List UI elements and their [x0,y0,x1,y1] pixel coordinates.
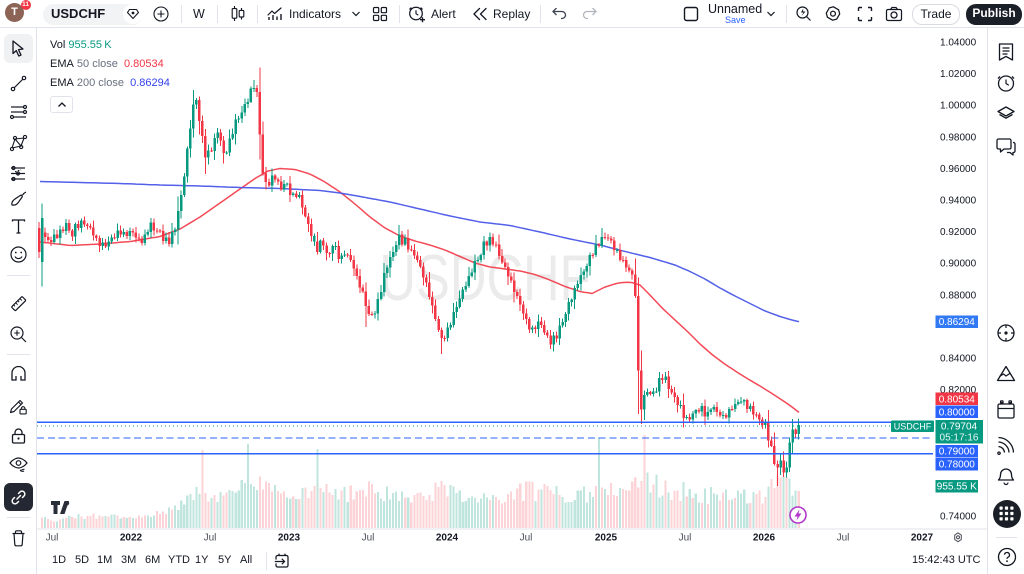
svg-text:2026: 2026 [753,533,776,544]
svg-text:0.80000: 0.80000 [939,407,976,418]
svg-text:0.78000: 0.78000 [939,460,976,471]
svg-text:0.98000: 0.98000 [940,132,977,143]
svg-text:955.55 K: 955.55 K [937,482,977,493]
svg-text:Jul: Jul [204,533,217,544]
svg-text:0.79704: 0.79704 [941,421,978,432]
svg-text:2027: 2027 [911,533,934,544]
svg-text:0.80534: 0.80534 [939,394,976,405]
svg-text:0.86294: 0.86294 [939,317,976,328]
svg-text:Jul: Jul [520,533,533,544]
svg-text:1.02000: 1.02000 [940,69,977,80]
svg-text:0.82000: 0.82000 [940,385,977,396]
svg-text:0.96000: 0.96000 [940,164,977,175]
svg-text:0.88000: 0.88000 [940,290,977,301]
svg-text:2022: 2022 [120,533,143,544]
svg-text:2024: 2024 [436,533,459,544]
svg-text:Jul: Jul [46,533,59,544]
svg-text:1.00000: 1.00000 [940,101,977,112]
svg-text:0.94000: 0.94000 [940,196,977,207]
svg-text:0.79000: 0.79000 [939,447,976,458]
svg-text:1.04000: 1.04000 [940,38,977,49]
svg-text:0.84000: 0.84000 [940,354,977,365]
svg-text:USDCHF: USDCHF [894,421,932,431]
svg-text:Jul: Jul [679,533,692,544]
svg-text:2023: 2023 [278,533,301,544]
svg-text:05:17:16: 05:17:16 [940,432,979,443]
svg-text:0.92000: 0.92000 [940,227,977,238]
svg-text:0.90000: 0.90000 [940,259,977,270]
svg-text:Jul: Jul [837,533,850,544]
svg-text:0.74000: 0.74000 [940,512,977,523]
svg-text:Jul: Jul [362,533,375,544]
svg-text:2025: 2025 [595,533,618,544]
